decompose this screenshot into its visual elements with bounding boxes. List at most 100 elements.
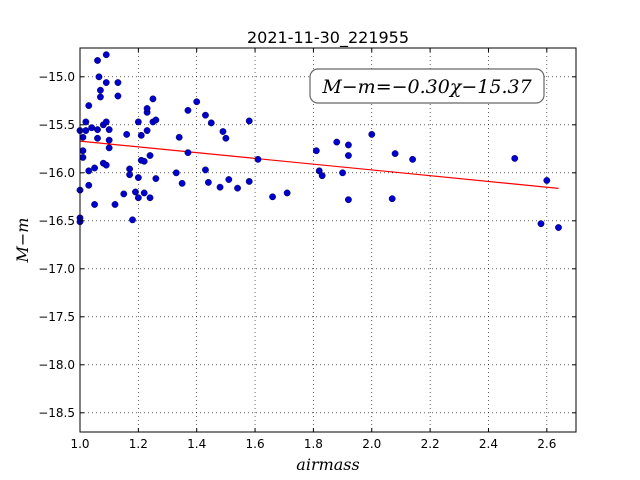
data-point (345, 152, 352, 159)
data-point (178, 179, 186, 187)
data-point (345, 141, 352, 149)
data-point (140, 189, 148, 197)
data-point (312, 147, 320, 155)
data-point (207, 119, 215, 127)
data-point (216, 183, 224, 191)
data-point (202, 111, 209, 119)
data-point (120, 190, 128, 198)
data-point (146, 152, 154, 159)
data-point (345, 196, 352, 204)
annotation-text: M−m=−0.30χ−15.37 (321, 76, 532, 98)
data-point (149, 95, 157, 103)
data-point (245, 178, 253, 185)
x-axis-label: airmass (296, 455, 359, 474)
data-point (202, 166, 209, 174)
x-tick-label: 2.6 (537, 437, 556, 451)
equation-annotation: M−m=−0.30χ−15.37 (309, 68, 545, 104)
y-tick-label: −15.5 (38, 118, 75, 132)
x-tick-label: 1.2 (129, 437, 148, 451)
data-point (102, 118, 110, 126)
data-point (143, 127, 151, 134)
data-point (204, 178, 212, 186)
data-point (152, 116, 160, 124)
data-point (94, 126, 101, 134)
y-tick-label: −16.0 (38, 166, 75, 180)
annotation-box (309, 68, 545, 104)
data-point (82, 118, 90, 126)
data-point (105, 136, 113, 144)
data-point (102, 51, 110, 59)
x-tick-label: 1.6 (246, 437, 265, 451)
data-point (95, 73, 103, 81)
data-point (409, 155, 417, 163)
data-point (111, 201, 119, 208)
data-point (339, 169, 346, 177)
data-point (126, 165, 134, 173)
data-point (123, 130, 131, 138)
data-point (79, 133, 87, 141)
data-point (137, 131, 145, 139)
data-point (97, 86, 104, 94)
data-point (146, 194, 154, 202)
data-point (225, 176, 233, 183)
data-point (102, 79, 110, 86)
axis-ticks: 1.0 1.2 1.4 1.6 1.8 2.0 2.2 2.4 2.6 −15.0 −15.5 −16… (38, 48, 576, 451)
chart-title: 2021-11-30_221955 (247, 28, 409, 48)
data-point (391, 150, 399, 158)
grid-lines (79, 48, 576, 432)
data-point (134, 118, 142, 126)
data-point (129, 216, 136, 224)
data-point (126, 171, 134, 179)
data-point (88, 124, 96, 132)
data-point (91, 201, 98, 208)
data-point (82, 127, 90, 134)
data-point (511, 154, 519, 162)
data-point (152, 175, 160, 182)
data-point (254, 155, 262, 163)
data-points (76, 51, 562, 231)
data-point (140, 157, 148, 165)
data-point (543, 177, 551, 184)
data-point (269, 193, 276, 201)
data-point (175, 133, 183, 141)
data-point (222, 134, 230, 142)
data-point (134, 174, 142, 182)
data-point (388, 195, 396, 203)
fit-line-group (79, 140, 559, 189)
data-point (245, 117, 253, 125)
data-point (114, 79, 122, 86)
data-point (184, 149, 192, 157)
data-point (234, 184, 241, 192)
data-point (184, 107, 192, 114)
data-point (219, 128, 227, 135)
data-point (79, 154, 87, 161)
data-point (333, 138, 341, 146)
data-point (114, 92, 122, 100)
data-point (134, 194, 142, 202)
data-point (94, 134, 101, 142)
data-point (97, 93, 104, 101)
data-point (102, 161, 110, 169)
x-tick-label: 2.2 (421, 437, 440, 451)
plot-frame (79, 47, 577, 433)
data-point (555, 224, 562, 231)
data-point (172, 169, 180, 177)
y-tick-label: −17.0 (38, 262, 75, 276)
data-point (94, 57, 101, 64)
data-point (79, 147, 87, 155)
x-tick-label: 1.0 (70, 437, 89, 451)
data-point (368, 130, 376, 138)
data-point (193, 98, 201, 106)
x-tick-label: 2.0 (362, 437, 381, 451)
x-tick-label: 2.4 (479, 437, 498, 451)
y-tick-label: −15.0 (38, 70, 75, 84)
data-point (105, 126, 113, 134)
y-tick-label: −17.5 (38, 310, 75, 324)
x-tick-label: 1.4 (187, 437, 206, 451)
data-point (105, 144, 113, 152)
x-tick-label: 1.8 (304, 437, 323, 451)
data-point (91, 164, 98, 172)
data-point (85, 167, 93, 175)
y-axis-label: M−m (13, 218, 32, 264)
